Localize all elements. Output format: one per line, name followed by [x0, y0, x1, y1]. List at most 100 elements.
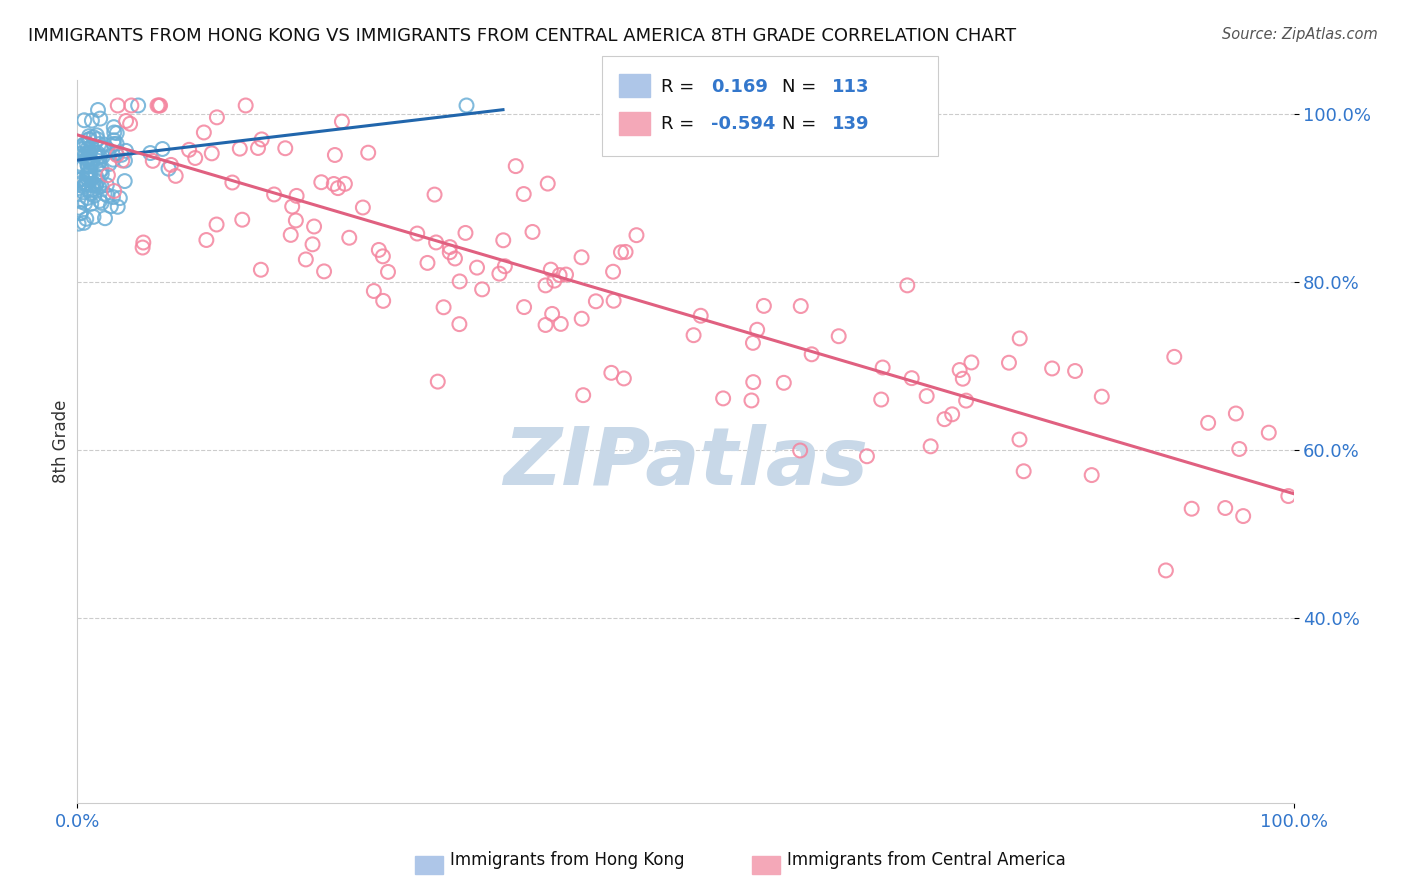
Point: [711, 392, 734, 406]
Point: [82, 130, 104, 145]
Point: [84, 178, 107, 193]
Point: [522, 225, 544, 239]
Point: [80, 173, 103, 187]
Point: [426, 375, 449, 389]
Point: [139, 146, 162, 161]
Point: [103, 184, 125, 198]
Point: [69, 146, 91, 161]
Point: [229, 142, 252, 156]
Point: [79, 132, 101, 146]
Point: [1080, 468, 1102, 483]
Point: [449, 275, 471, 289]
Point: [377, 265, 399, 279]
Point: [105, 126, 128, 140]
Point: [107, 200, 129, 214]
Point: [221, 176, 243, 190]
Point: [89, 180, 111, 194]
Point: [79, 164, 101, 178]
Point: [76, 152, 98, 166]
Point: [132, 235, 155, 250]
Point: [111, 153, 134, 168]
Text: -0.594: -0.594: [711, 115, 776, 133]
Point: [513, 300, 536, 314]
Point: [195, 233, 218, 247]
Point: [301, 237, 323, 252]
Point: [330, 114, 353, 128]
Point: [295, 252, 318, 267]
Point: [73, 177, 96, 191]
Point: [103, 126, 125, 140]
Point: [740, 393, 762, 408]
Point: [160, 158, 183, 172]
Point: [548, 268, 571, 282]
Point: [75, 196, 97, 211]
Point: [67, 201, 90, 215]
Point: [494, 259, 516, 273]
Point: [75, 147, 97, 161]
Point: [90, 162, 112, 177]
Point: [920, 439, 942, 453]
Point: [856, 449, 879, 463]
Point: [80, 153, 103, 167]
Point: [1163, 350, 1185, 364]
Point: [752, 299, 775, 313]
Point: [571, 250, 593, 264]
Point: [103, 136, 125, 151]
Point: [543, 274, 565, 288]
Point: [357, 145, 380, 160]
Point: [439, 245, 461, 260]
Point: [82, 182, 104, 196]
Point: [73, 137, 96, 152]
Text: 0.169: 0.169: [711, 78, 768, 95]
Point: [83, 210, 105, 224]
Point: [1008, 331, 1031, 345]
Point: [105, 148, 128, 162]
Point: [311, 175, 333, 189]
Text: Source: ZipAtlas.com: Source: ZipAtlas.com: [1222, 27, 1378, 42]
Point: [76, 159, 98, 173]
Text: R =: R =: [661, 78, 695, 95]
Point: [70, 206, 93, 220]
Point: [689, 309, 711, 323]
Point: [79, 145, 101, 160]
Point: [1012, 464, 1035, 478]
Point: [1213, 501, 1236, 516]
Point: [77, 182, 100, 196]
Point: [103, 133, 125, 147]
Point: [120, 98, 142, 112]
Point: [72, 138, 94, 153]
Point: [326, 181, 349, 195]
Point: [87, 103, 110, 117]
Point: [1040, 361, 1063, 376]
Point: [80, 178, 103, 192]
Point: [949, 363, 972, 377]
Point: [96, 142, 118, 156]
Point: [952, 372, 974, 386]
Point: [537, 177, 560, 191]
Point: [105, 146, 128, 161]
Point: [87, 157, 110, 171]
Point: [550, 317, 572, 331]
Point: [75, 177, 97, 191]
Point: [90, 167, 112, 181]
Point: [1257, 425, 1279, 440]
Point: [75, 211, 97, 226]
Point: [115, 144, 138, 158]
Point: [86, 145, 108, 160]
Point: [73, 147, 96, 161]
Point: [80, 139, 103, 153]
Text: Immigrants from Central America: Immigrants from Central America: [787, 851, 1066, 869]
Point: [193, 126, 215, 140]
Point: [613, 371, 636, 385]
Point: [73, 179, 96, 194]
Text: N =: N =: [782, 115, 815, 133]
Text: ZIPatlas: ZIPatlas: [503, 425, 868, 502]
Point: [76, 170, 98, 185]
Point: [69, 206, 91, 220]
Text: Immigrants from Hong Kong: Immigrants from Hong Kong: [450, 851, 685, 869]
Point: [114, 174, 136, 188]
Point: [512, 187, 534, 202]
Point: [108, 191, 131, 205]
Point: [1154, 564, 1177, 578]
Point: [915, 389, 938, 403]
